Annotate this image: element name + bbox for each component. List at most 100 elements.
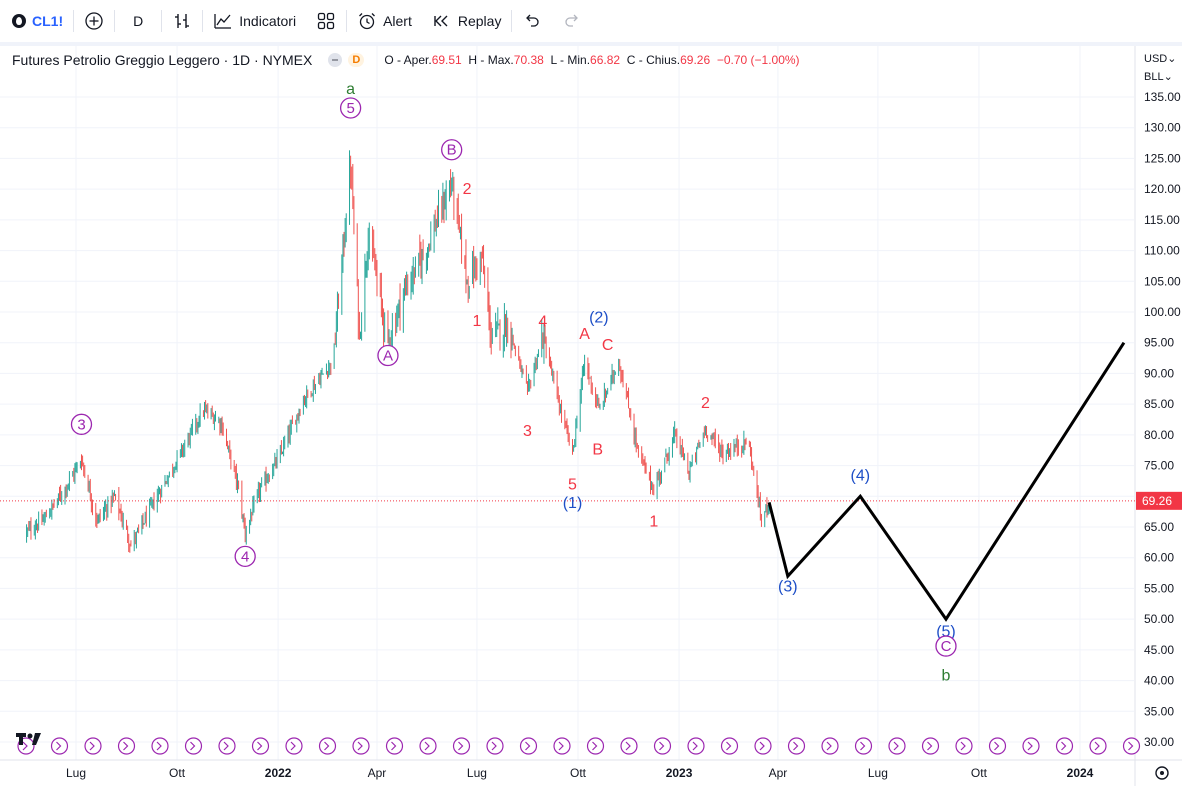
wave-label-circle (70, 413, 93, 435)
event-marker-icon (955, 737, 973, 755)
wave-label: (2) (589, 309, 609, 326)
price-scale-settings[interactable]: USD⌄ BLL⌄ (1144, 50, 1176, 86)
event-arrow-icon (1128, 741, 1134, 751)
event-arrow-icon (190, 741, 196, 751)
event-arrow-icon (290, 741, 296, 751)
top-toolbar: CL1! D Indicatori (0, 0, 1182, 43)
event-arrow-icon (123, 741, 129, 751)
wave-label: 2 (701, 395, 710, 412)
compare-symbol-button[interactable] (74, 0, 114, 42)
event-arrow-icon (357, 741, 363, 751)
y-tick-label: 30.00 (1144, 735, 1174, 749)
replay-button[interactable]: Replay (422, 0, 512, 42)
chart-type-button[interactable] (162, 0, 202, 42)
close-value: 69.26 (680, 53, 711, 67)
high-label: H (468, 53, 478, 67)
high-name: Max. (487, 53, 514, 67)
wave-label: (5) (936, 623, 956, 640)
event-arrow-icon (860, 741, 866, 751)
chart-area[interactable] (0, 42, 1182, 786)
toolbar-divider (511, 10, 513, 32)
y-tick-label: 55.00 (1144, 581, 1174, 595)
wave-label: b (942, 668, 951, 685)
event-arrow-icon (156, 741, 162, 751)
x-tick-label: Lug (66, 766, 86, 780)
event-arrow-icon (89, 741, 95, 751)
event-marker-icon (854, 737, 873, 755)
tradingview-logo (27, 733, 33, 739)
event-arrow-icon (56, 741, 62, 751)
alert-button[interactable]: Alert (347, 0, 422, 42)
y-tick-label: 80.00 (1144, 428, 1174, 442)
event-marker-icon (754, 737, 772, 755)
event-marker-icon (385, 737, 404, 755)
wave-label: C (602, 337, 614, 354)
event-arrow-icon (592, 741, 598, 751)
event-marker-icon (251, 737, 270, 755)
wave-label: a (346, 81, 355, 98)
event-marker-icon (50, 737, 69, 755)
indicators-button[interactable]: Indicatori (203, 0, 306, 42)
y-tick-label: 130.00 (1144, 121, 1181, 135)
current-price-tag (1136, 491, 1182, 510)
event-arrow-icon (257, 741, 263, 751)
y-tick-label: 65.00 (1144, 520, 1174, 534)
plus-circle-icon (85, 12, 103, 30)
unit-selector[interactable]: BLL⌄ (1144, 71, 1173, 83)
event-marker-icon (1055, 737, 1074, 755)
x-tick-label: 2022 (265, 766, 292, 780)
event-marker-icon (419, 737, 437, 755)
event-marker-icon (117, 737, 136, 755)
toolbar-divider (73, 10, 75, 32)
indicators-icon (214, 14, 232, 29)
projection-path (767, 341, 1126, 622)
wave-label: 3 (523, 423, 532, 440)
event-marker-icon (586, 737, 605, 755)
wave-label: 1 (649, 513, 658, 530)
wave-label-circle (234, 545, 256, 568)
grid-layout-icon (317, 12, 335, 30)
tradingview-logo (19, 733, 23, 745)
low-label: L (550, 53, 557, 67)
event-arrow-icon (558, 741, 564, 751)
event-arrow-icon (391, 741, 397, 751)
event-marker-icon (84, 737, 102, 755)
y-tick-label: 110.00 (1144, 244, 1180, 258)
interval-button[interactable]: D (115, 0, 161, 42)
event-marker-icon (553, 737, 571, 755)
event-marker-icon (285, 737, 303, 755)
event-marker-icon (653, 737, 672, 755)
event-marker-icon (687, 737, 705, 755)
high-value: 70.38 (513, 53, 544, 67)
layouts-button[interactable] (306, 0, 346, 42)
chart-legend: Futures Petrolio Greggio Leggero · 1D · … (12, 52, 800, 68)
event-marker-icon (151, 737, 169, 755)
wave-label: 1 (472, 313, 481, 330)
current-price-label: 69.26 (1142, 494, 1172, 508)
event-arrow-icon (22, 741, 28, 751)
event-arrow-icon (726, 741, 732, 751)
gear-icon[interactable] (1155, 766, 1169, 780)
event-marker-icon (486, 737, 504, 755)
y-tick-label: 125.00 (1144, 151, 1181, 165)
symbol-search-button[interactable]: CL1! (0, 0, 73, 42)
instrument-title: Futures Petrolio Greggio Leggero · 1D · … (12, 52, 313, 68)
wave-label: (3) (778, 579, 798, 596)
y-tick-label: 100.00 (1144, 305, 1181, 319)
redo-button[interactable] (552, 0, 592, 42)
x-tick-label: Ott (971, 766, 988, 780)
wave-label-circled: 3 (77, 416, 85, 433)
event-arrow-icon (759, 741, 765, 751)
wave-label: 4 (538, 314, 547, 331)
event-marker-icon (988, 737, 1007, 755)
redo-icon (565, 14, 579, 27)
indicators-label: Indicatori (239, 13, 297, 29)
wave-label: 5 (568, 477, 577, 494)
delayed-data-badge[interactable]: D (348, 53, 365, 67)
gear-icon (1160, 771, 1164, 775)
x-tick-label: Ott (169, 766, 186, 780)
currency-selector[interactable]: USD⌄ (1144, 53, 1177, 65)
wave-label: B (592, 442, 603, 459)
undo-button[interactable] (512, 0, 552, 42)
